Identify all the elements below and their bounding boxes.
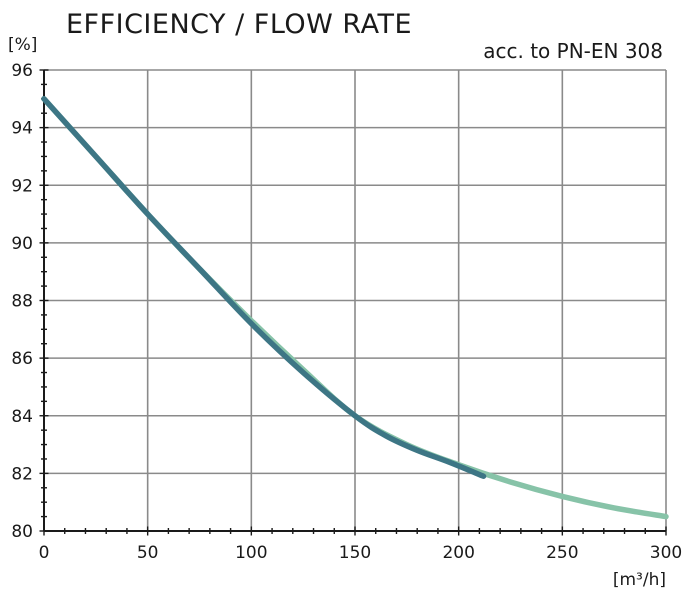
chart-subtitle: acc. to PN-EN 308 (483, 39, 663, 63)
y-tick-label-80: 80 (11, 522, 33, 542)
y-tick-label-96: 96 (11, 61, 33, 81)
x-tick-label-150: 150 (339, 543, 371, 563)
x-tick-label-100: 100 (235, 543, 267, 563)
series-line-2 (41, 96, 487, 480)
y-tick-label-84: 84 (11, 407, 33, 427)
series (41, 96, 669, 520)
x-tick-labels: 0 50 100 150 200 250 300 (39, 543, 683, 563)
grid (44, 69, 667, 531)
x-tick-label-50: 50 (137, 543, 159, 563)
x-tick-label-0: 0 (39, 543, 50, 563)
x-tick-label-200: 200 (442, 543, 474, 563)
y-axis-label: [%] (8, 35, 37, 55)
axes (43, 70, 666, 532)
minor-ticks (39, 69, 667, 536)
x-axis-label: [m³/h] (613, 570, 666, 590)
y-tick-label-82: 82 (11, 464, 33, 484)
y-tick-label-90: 90 (11, 234, 33, 254)
y-tick-labels: 80 82 84 86 88 90 92 94 96 (11, 61, 33, 542)
x-tick-label-250: 250 (546, 543, 578, 563)
y-tick-label-92: 92 (11, 176, 33, 196)
chart-title: EFFICIENCY / FLOW RATE (66, 9, 412, 40)
y-tick-label-94: 94 (11, 119, 33, 139)
y-tick-label-86: 86 (11, 349, 33, 369)
x-tick-label-300: 300 (650, 543, 682, 563)
y-tick-label-88: 88 (11, 292, 33, 312)
